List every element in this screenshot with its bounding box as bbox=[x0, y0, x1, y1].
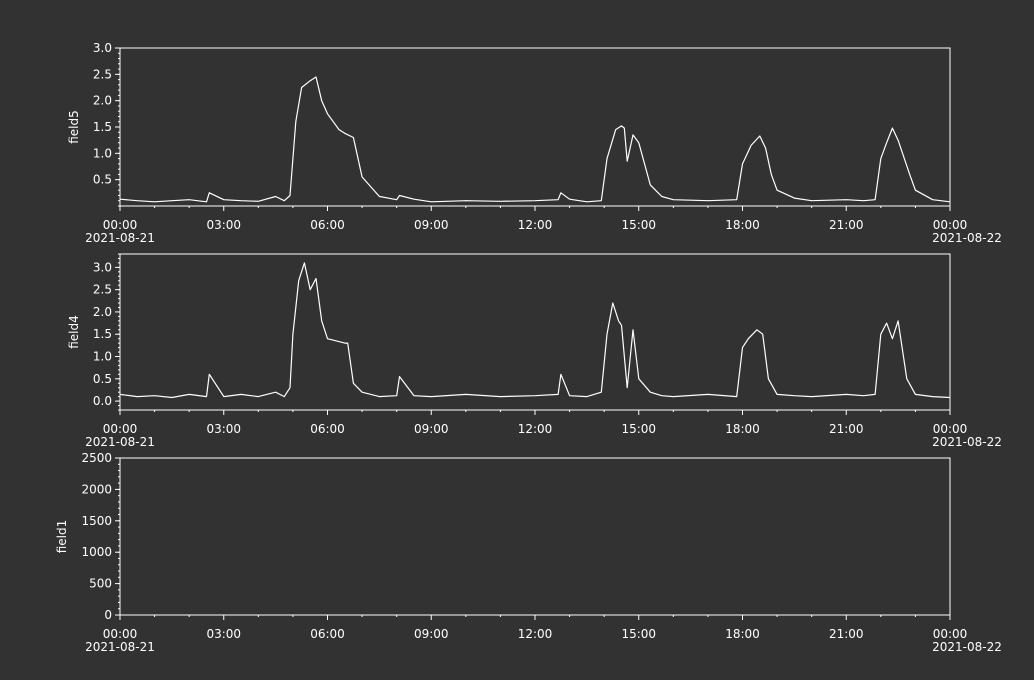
y-tick-label: 2500 bbox=[81, 451, 112, 465]
x-tick-label: 21:00 bbox=[829, 422, 864, 436]
y-tick-label: 1.5 bbox=[93, 327, 112, 341]
x-tick-label: 15:00 bbox=[621, 218, 656, 232]
y-tick-label: 1.0 bbox=[93, 350, 112, 364]
x-tick-label: 21:00 bbox=[829, 218, 864, 232]
x-date-label-end: 2021-08-22 bbox=[932, 435, 1002, 449]
x-tick-label: 00:00 bbox=[933, 218, 968, 232]
x-tick-label: 00:00 bbox=[103, 627, 138, 641]
x-date-label-end: 2021-08-22 bbox=[932, 231, 1002, 245]
y-axis-label: field5 bbox=[67, 110, 81, 144]
x-tick-label: 06:00 bbox=[310, 218, 345, 232]
x-tick-label: 06:00 bbox=[310, 422, 345, 436]
y-tick-label: 1500 bbox=[81, 514, 112, 528]
x-tick-label: 12:00 bbox=[518, 627, 553, 641]
y-tick-label: 500 bbox=[89, 577, 112, 591]
y-tick-label: 2.5 bbox=[93, 283, 112, 297]
y-axis-label: field1 bbox=[55, 520, 69, 554]
x-tick-label: 03:00 bbox=[206, 422, 241, 436]
y-tick-label: 2.0 bbox=[93, 305, 112, 319]
plot-frame bbox=[119, 457, 951, 616]
series-line-field4 bbox=[119, 262, 951, 399]
chart-panel-field4: 0.0 0.5 1.0 1.5 2.0 2.5 3.0 field4 00:00 03:00 06:… bbox=[67, 253, 1002, 449]
x-tick-label: 09:00 bbox=[414, 422, 449, 436]
x-tick-label: 00:00 bbox=[103, 218, 138, 232]
x-tick-label: 00:00 bbox=[103, 422, 138, 436]
x-date-label-start: 2021-08-21 bbox=[85, 231, 155, 245]
x-tick-label: 03:00 bbox=[206, 218, 241, 232]
x-tick-label: 12:00 bbox=[518, 422, 553, 436]
x-tick-label: 18:00 bbox=[725, 218, 760, 232]
x-tick-label: 15:00 bbox=[621, 422, 656, 436]
plot-frame bbox=[119, 47, 951, 207]
chart-panel-field1: 0 500 1000 1500 2000 2500 field1 00:00 03:00 06:0… bbox=[55, 451, 1002, 654]
y-tick-label: 0.5 bbox=[93, 372, 112, 386]
chart-panel-field5: 0.5 1.0 1.5 2.0 2.5 3.0 field5 00:00 03:00 06:00 0… bbox=[67, 41, 1002, 245]
y-tick-label: 2.0 bbox=[93, 94, 112, 108]
y-tick-label: 0 bbox=[104, 608, 112, 622]
x-tick-label: 00:00 bbox=[933, 422, 968, 436]
x-tick-label: 15:00 bbox=[621, 627, 656, 641]
x-tick-label: 00:00 bbox=[933, 627, 968, 641]
x-tick-label: 09:00 bbox=[414, 218, 449, 232]
y-tick-label: 3.0 bbox=[93, 41, 112, 55]
y-tick-label: 0.5 bbox=[93, 173, 112, 187]
x-tick-label: 12:00 bbox=[518, 218, 553, 232]
plot-frame bbox=[119, 253, 951, 411]
x-date-label-start: 2021-08-21 bbox=[85, 435, 155, 449]
x-tick-label: 18:00 bbox=[725, 422, 760, 436]
y-tick-label: 1.5 bbox=[93, 120, 112, 134]
y-tick-label: 2000 bbox=[81, 482, 112, 496]
x-tick-label: 09:00 bbox=[414, 627, 449, 641]
y-tick-label: 3.0 bbox=[93, 260, 112, 274]
y-tick-label: 1.0 bbox=[93, 146, 112, 160]
y-tick-label: 0.0 bbox=[93, 394, 112, 408]
x-date-label-start: 2021-08-21 bbox=[85, 640, 155, 654]
x-date-label-end: 2021-08-22 bbox=[932, 640, 1002, 654]
x-tick-label: 03:00 bbox=[206, 627, 241, 641]
y-tick-label: 1000 bbox=[81, 545, 112, 559]
y-tick-label: 2.5 bbox=[93, 67, 112, 81]
x-tick-label: 06:00 bbox=[310, 627, 345, 641]
series-line-field5 bbox=[119, 76, 951, 203]
x-tick-label: 18:00 bbox=[725, 627, 760, 641]
y-axis-label: field4 bbox=[67, 315, 81, 349]
x-tick-label: 21:00 bbox=[829, 627, 864, 641]
